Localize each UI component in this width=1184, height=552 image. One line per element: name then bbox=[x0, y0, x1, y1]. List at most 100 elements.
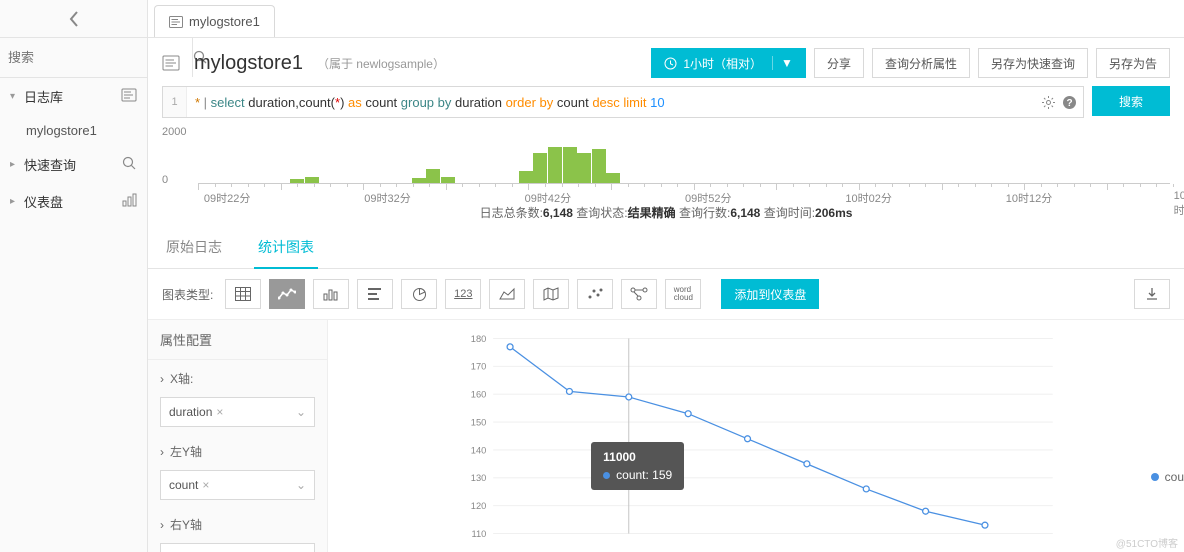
query-text: * | select duration,count(*) as count gr… bbox=[187, 95, 673, 110]
share-button[interactable]: 分享 bbox=[814, 48, 864, 78]
query-row: 1 * | select duration,count(*) as count … bbox=[148, 86, 1184, 126]
page-title: mylogstore1 bbox=[194, 52, 303, 75]
sidebar: ▾ 日志库 mylogstore1 ▸ 快速查询 ▸ 仪表盘 bbox=[0, 0, 148, 552]
word-icon: wordcloud bbox=[674, 286, 693, 302]
download-icon bbox=[1145, 287, 1159, 301]
config-title: 属性配置 bbox=[148, 320, 327, 360]
chart-type-label: 图表类型: bbox=[162, 286, 213, 303]
legend-label: count bbox=[1165, 470, 1184, 484]
remove-icon[interactable]: × bbox=[202, 478, 209, 492]
page-subtitle: （属于 newlogsample） bbox=[317, 55, 445, 72]
header: mylogstore1 （属于 newlogsample） 1小时（相对） ▼ … bbox=[148, 38, 1184, 86]
chart-type-flow[interactable] bbox=[621, 279, 657, 309]
svg-text:110: 110 bbox=[471, 529, 486, 539]
chevron-right-icon: › bbox=[160, 445, 164, 459]
log-icon bbox=[121, 88, 137, 105]
tabbar: mylogstore1 bbox=[148, 0, 1184, 38]
line-chart-svg: 180 170 160 150 140 130 120 110 bbox=[348, 330, 1164, 542]
number-icon: 123 bbox=[454, 288, 472, 300]
sidebar-search bbox=[0, 38, 147, 78]
svg-text:170: 170 bbox=[471, 362, 487, 372]
query-input[interactable]: 1 * | select duration,count(*) as count … bbox=[162, 86, 1084, 118]
config-right-y[interactable]: ›右Y轴 bbox=[148, 506, 327, 537]
tooltip-title: 11000 bbox=[603, 450, 672, 464]
map-icon bbox=[543, 287, 559, 301]
right-y-select[interactable]: ⌄ bbox=[160, 543, 315, 552]
histo-y-max: 2000 bbox=[162, 126, 186, 138]
nav-label: 仪表盘 bbox=[24, 192, 63, 211]
log-icon bbox=[169, 16, 183, 28]
scatter-icon bbox=[587, 287, 603, 301]
config-panel: 属性配置 ›X轴: duration× ⌄ ›左Y轴 count× ⌄ ›右Y轴… bbox=[148, 320, 328, 552]
x-axis-select[interactable]: duration× ⌄ bbox=[160, 397, 315, 427]
chevron-right-icon: ▸ bbox=[10, 196, 18, 207]
watermark: @51CTO博客 bbox=[1116, 535, 1178, 550]
chart-type-area[interactable] bbox=[489, 279, 525, 309]
pie-icon bbox=[412, 287, 427, 302]
chevron-left-icon bbox=[68, 10, 80, 28]
chart-type-line[interactable] bbox=[269, 279, 305, 309]
histogram-bars[interactable] bbox=[198, 130, 1170, 184]
clock-icon bbox=[664, 57, 677, 70]
save-alert-button[interactable]: 另存为告 bbox=[1096, 48, 1170, 78]
histogram: 2000 0 09时22分09时32分09时42分09时52分10时02分10时… bbox=[148, 126, 1184, 198]
chart-type-pie[interactable] bbox=[401, 279, 437, 309]
flow-icon bbox=[630, 287, 648, 301]
chart-type-table[interactable] bbox=[225, 279, 261, 309]
histo-y-min: 0 bbox=[162, 174, 168, 186]
chevron-down-icon: ⌄ bbox=[296, 478, 306, 492]
chevron-down-icon: ⌄ bbox=[296, 405, 306, 419]
time-range-button[interactable]: 1小时（相对） ▼ bbox=[651, 48, 806, 78]
add-to-dashboard-button[interactable]: 添加到仪表盘 bbox=[721, 279, 819, 309]
svg-text:130: 130 bbox=[471, 473, 487, 483]
svg-text:140: 140 bbox=[471, 445, 487, 455]
chart-type-number[interactable]: 123 bbox=[445, 279, 481, 309]
nav-logstore[interactable]: ▾ 日志库 bbox=[0, 78, 147, 115]
chart-tooltip: 11000 count: 159 bbox=[591, 442, 684, 490]
search-button[interactable]: 搜索 bbox=[1092, 86, 1170, 116]
subtab-raw[interactable]: 原始日志 bbox=[162, 227, 226, 268]
chart-type-scatter[interactable] bbox=[577, 279, 613, 309]
dashboard-icon bbox=[122, 193, 137, 210]
chevron-right-icon: › bbox=[160, 518, 164, 532]
tab-label: mylogstore1 bbox=[189, 14, 260, 29]
help-icon[interactable]: ? bbox=[1062, 95, 1077, 110]
nav-quick-query[interactable]: ▸ 快速查询 bbox=[0, 146, 147, 183]
chart-type-hbar[interactable] bbox=[357, 279, 393, 309]
subtab-chart[interactable]: 统计图表 bbox=[254, 227, 318, 269]
download-button[interactable] bbox=[1134, 279, 1170, 309]
save-quick-button[interactable]: 另存为快速查询 bbox=[978, 48, 1088, 78]
chevron-right-icon: ▸ bbox=[10, 159, 18, 170]
legend: count bbox=[1151, 470, 1184, 484]
nav-label: 快速查询 bbox=[24, 155, 76, 174]
sidebar-back[interactable] bbox=[0, 0, 147, 38]
svg-text:180: 180 bbox=[471, 334, 487, 344]
nav-dashboard[interactable]: ▸ 仪表盘 bbox=[0, 183, 147, 220]
left-y-select[interactable]: count× ⌄ bbox=[160, 470, 315, 500]
table-icon bbox=[235, 287, 251, 301]
remove-icon[interactable]: × bbox=[216, 405, 223, 419]
gear-icon[interactable] bbox=[1041, 95, 1056, 110]
chart-type-bar[interactable] bbox=[313, 279, 349, 309]
chevron-right-icon: › bbox=[160, 372, 164, 386]
log-icon bbox=[162, 55, 180, 71]
caret-down-icon: ▼ bbox=[772, 56, 793, 70]
query-attr-button[interactable]: 查询分析属性 bbox=[872, 48, 970, 78]
config-left-y[interactable]: ›左Y轴 bbox=[148, 433, 327, 464]
nav-logstore-item[interactable]: mylogstore1 bbox=[0, 115, 147, 146]
quick-query-icon bbox=[122, 156, 137, 174]
main: mylogstore1 mylogstore1 （属于 newlogsample… bbox=[148, 0, 1184, 552]
svg-text:150: 150 bbox=[471, 417, 487, 427]
chart-type-map[interactable] bbox=[533, 279, 569, 309]
tab-logstore[interactable]: mylogstore1 bbox=[154, 5, 275, 37]
svg-text:120: 120 bbox=[471, 501, 487, 511]
svg-text:?: ? bbox=[1066, 98, 1072, 109]
chart-type-word[interactable]: wordcloud bbox=[665, 279, 701, 309]
line-number: 1 bbox=[163, 87, 187, 117]
line-chart[interactable]: 180 170 160 150 140 130 120 110 count 11000 cou… bbox=[328, 320, 1184, 552]
hbar-icon bbox=[367, 287, 383, 301]
area-icon bbox=[499, 287, 515, 301]
line-chart-icon bbox=[278, 287, 296, 301]
config-x-axis[interactable]: ›X轴: bbox=[148, 360, 327, 391]
svg-text:160: 160 bbox=[471, 390, 487, 400]
